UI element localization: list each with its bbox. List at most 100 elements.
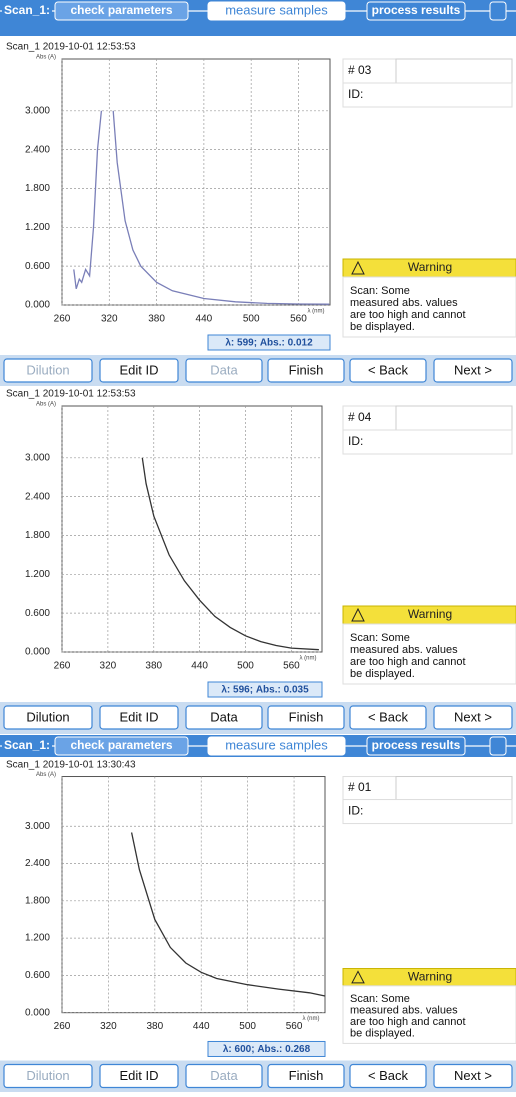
- warning-title: Warning: [408, 969, 452, 983]
- button-label: Finish: [289, 709, 324, 724]
- warning-text: be displayed.: [350, 668, 415, 680]
- button-label: Next >: [454, 1068, 492, 1083]
- button[interactable]: [99, 1063, 179, 1089]
- tab[interactable]: [2, 737, 52, 755]
- x-tick-label: 500: [243, 314, 260, 325]
- tab-label: process results: [372, 3, 461, 17]
- x-tick-label: 380: [148, 314, 165, 325]
- tab[interactable]: [366, 736, 466, 756]
- tab[interactable]: [207, 736, 346, 756]
- button-label: Data: [210, 709, 238, 724]
- button[interactable]: [267, 705, 345, 730]
- x-tick-label: 260: [54, 661, 71, 672]
- y-tick-label: 0.600: [25, 261, 50, 272]
- readout-box: [207, 1040, 326, 1057]
- y-tick-label: 0.000: [25, 300, 50, 311]
- button: [3, 1063, 93, 1089]
- id-row[interactable]: [342, 799, 513, 825]
- button-label: Edit ID: [119, 1068, 158, 1083]
- button[interactable]: [433, 705, 513, 730]
- x-axis-label: λ (nm): [303, 1016, 320, 1022]
- timestamp: Scan_1 2019-10-01 12:53:53: [6, 42, 136, 53]
- y-tick-label: 3.000: [25, 105, 50, 116]
- y-tick-label: 2.400: [25, 144, 50, 155]
- tab-label: process results: [372, 738, 461, 752]
- sample-field: [395, 405, 513, 431]
- x-tick-label: 320: [101, 314, 118, 325]
- timestamp: Scan_1 2019-10-01 12:53:53: [6, 389, 136, 400]
- button-label: Finish: [289, 362, 324, 377]
- sample-field: [395, 776, 513, 802]
- tab-label: Scan_1:: [4, 738, 50, 752]
- button: [185, 1063, 263, 1089]
- y-tick-label: 1.200: [25, 933, 50, 944]
- warning-body: [342, 276, 516, 338]
- warning-text: be displayed.: [350, 321, 415, 333]
- y-tick-label: 0.600: [25, 970, 50, 981]
- button[interactable]: [3, 705, 93, 730]
- x-tick-label: 560: [283, 661, 300, 672]
- y-tick-label: 0.000: [25, 647, 50, 658]
- id-label: ID:: [348, 87, 363, 101]
- button[interactable]: [185, 705, 263, 730]
- plot-area: [61, 776, 326, 1014]
- warning-text: be displayed.: [350, 1028, 415, 1040]
- button[interactable]: [267, 358, 345, 383]
- x-tick-label: 380: [146, 1021, 163, 1032]
- warning-text: measured abs. values: [350, 644, 458, 656]
- id-row[interactable]: [342, 82, 513, 108]
- sample-number: # 01: [348, 780, 372, 794]
- button-label: Edit ID: [119, 709, 158, 724]
- x-tick-label: 380: [145, 661, 162, 672]
- y-tick-label: 0.000: [25, 1007, 50, 1018]
- tab-end: [489, 736, 507, 756]
- warning-text: measured abs. values: [350, 297, 458, 309]
- button-label: Dilution: [26, 1068, 69, 1083]
- tab[interactable]: [54, 1, 189, 21]
- x-tick-label: 260: [54, 314, 71, 325]
- button-label: Finish: [289, 1068, 324, 1083]
- warning-icon: [351, 607, 365, 622]
- button[interactable]: [267, 1063, 345, 1089]
- warning-icon: [351, 970, 365, 984]
- button[interactable]: [99, 705, 179, 730]
- warning-body: [342, 623, 516, 685]
- button-label: < Back: [368, 362, 409, 377]
- readout-box: [207, 681, 323, 698]
- y-axis-label: Abs (A): [36, 55, 56, 61]
- tab-label: Scan_1:: [4, 3, 50, 17]
- plot-area: [61, 405, 323, 653]
- x-tick-label: 440: [191, 661, 208, 672]
- spectrum-line: [73, 110, 330, 305]
- warning-icon: [351, 260, 365, 275]
- button-label: < Back: [368, 709, 409, 724]
- button[interactable]: [99, 358, 179, 383]
- warning-text: Scan: Some: [350, 993, 410, 1005]
- tab-label: check parameters: [70, 3, 172, 17]
- button-label: Next >: [454, 362, 492, 377]
- id-row[interactable]: [342, 429, 513, 455]
- x-tick-label: 320: [100, 661, 117, 672]
- readout: λ: 596; Abs.: 0.035: [221, 685, 309, 696]
- button[interactable]: [349, 705, 427, 730]
- plot-area: [61, 58, 331, 306]
- x-tick-label: 440: [196, 314, 213, 325]
- x-tick-label: 560: [286, 1021, 303, 1032]
- tab[interactable]: [366, 1, 466, 21]
- tab[interactable]: [207, 1, 346, 21]
- button[interactable]: [349, 358, 427, 383]
- x-tick-label: 260: [54, 1021, 71, 1032]
- spectrum-line: [130, 832, 326, 997]
- readout-box: [207, 334, 331, 351]
- button[interactable]: [433, 358, 513, 383]
- sample-field: [395, 58, 513, 84]
- tab[interactable]: [2, 2, 52, 20]
- warning-text: are too high and cannot: [350, 1016, 466, 1028]
- y-axis-label: Abs (A): [36, 772, 56, 778]
- tab[interactable]: [54, 736, 189, 756]
- y-tick-label: 1.800: [25, 895, 50, 906]
- button[interactable]: [433, 1063, 513, 1089]
- button[interactable]: [349, 1063, 427, 1089]
